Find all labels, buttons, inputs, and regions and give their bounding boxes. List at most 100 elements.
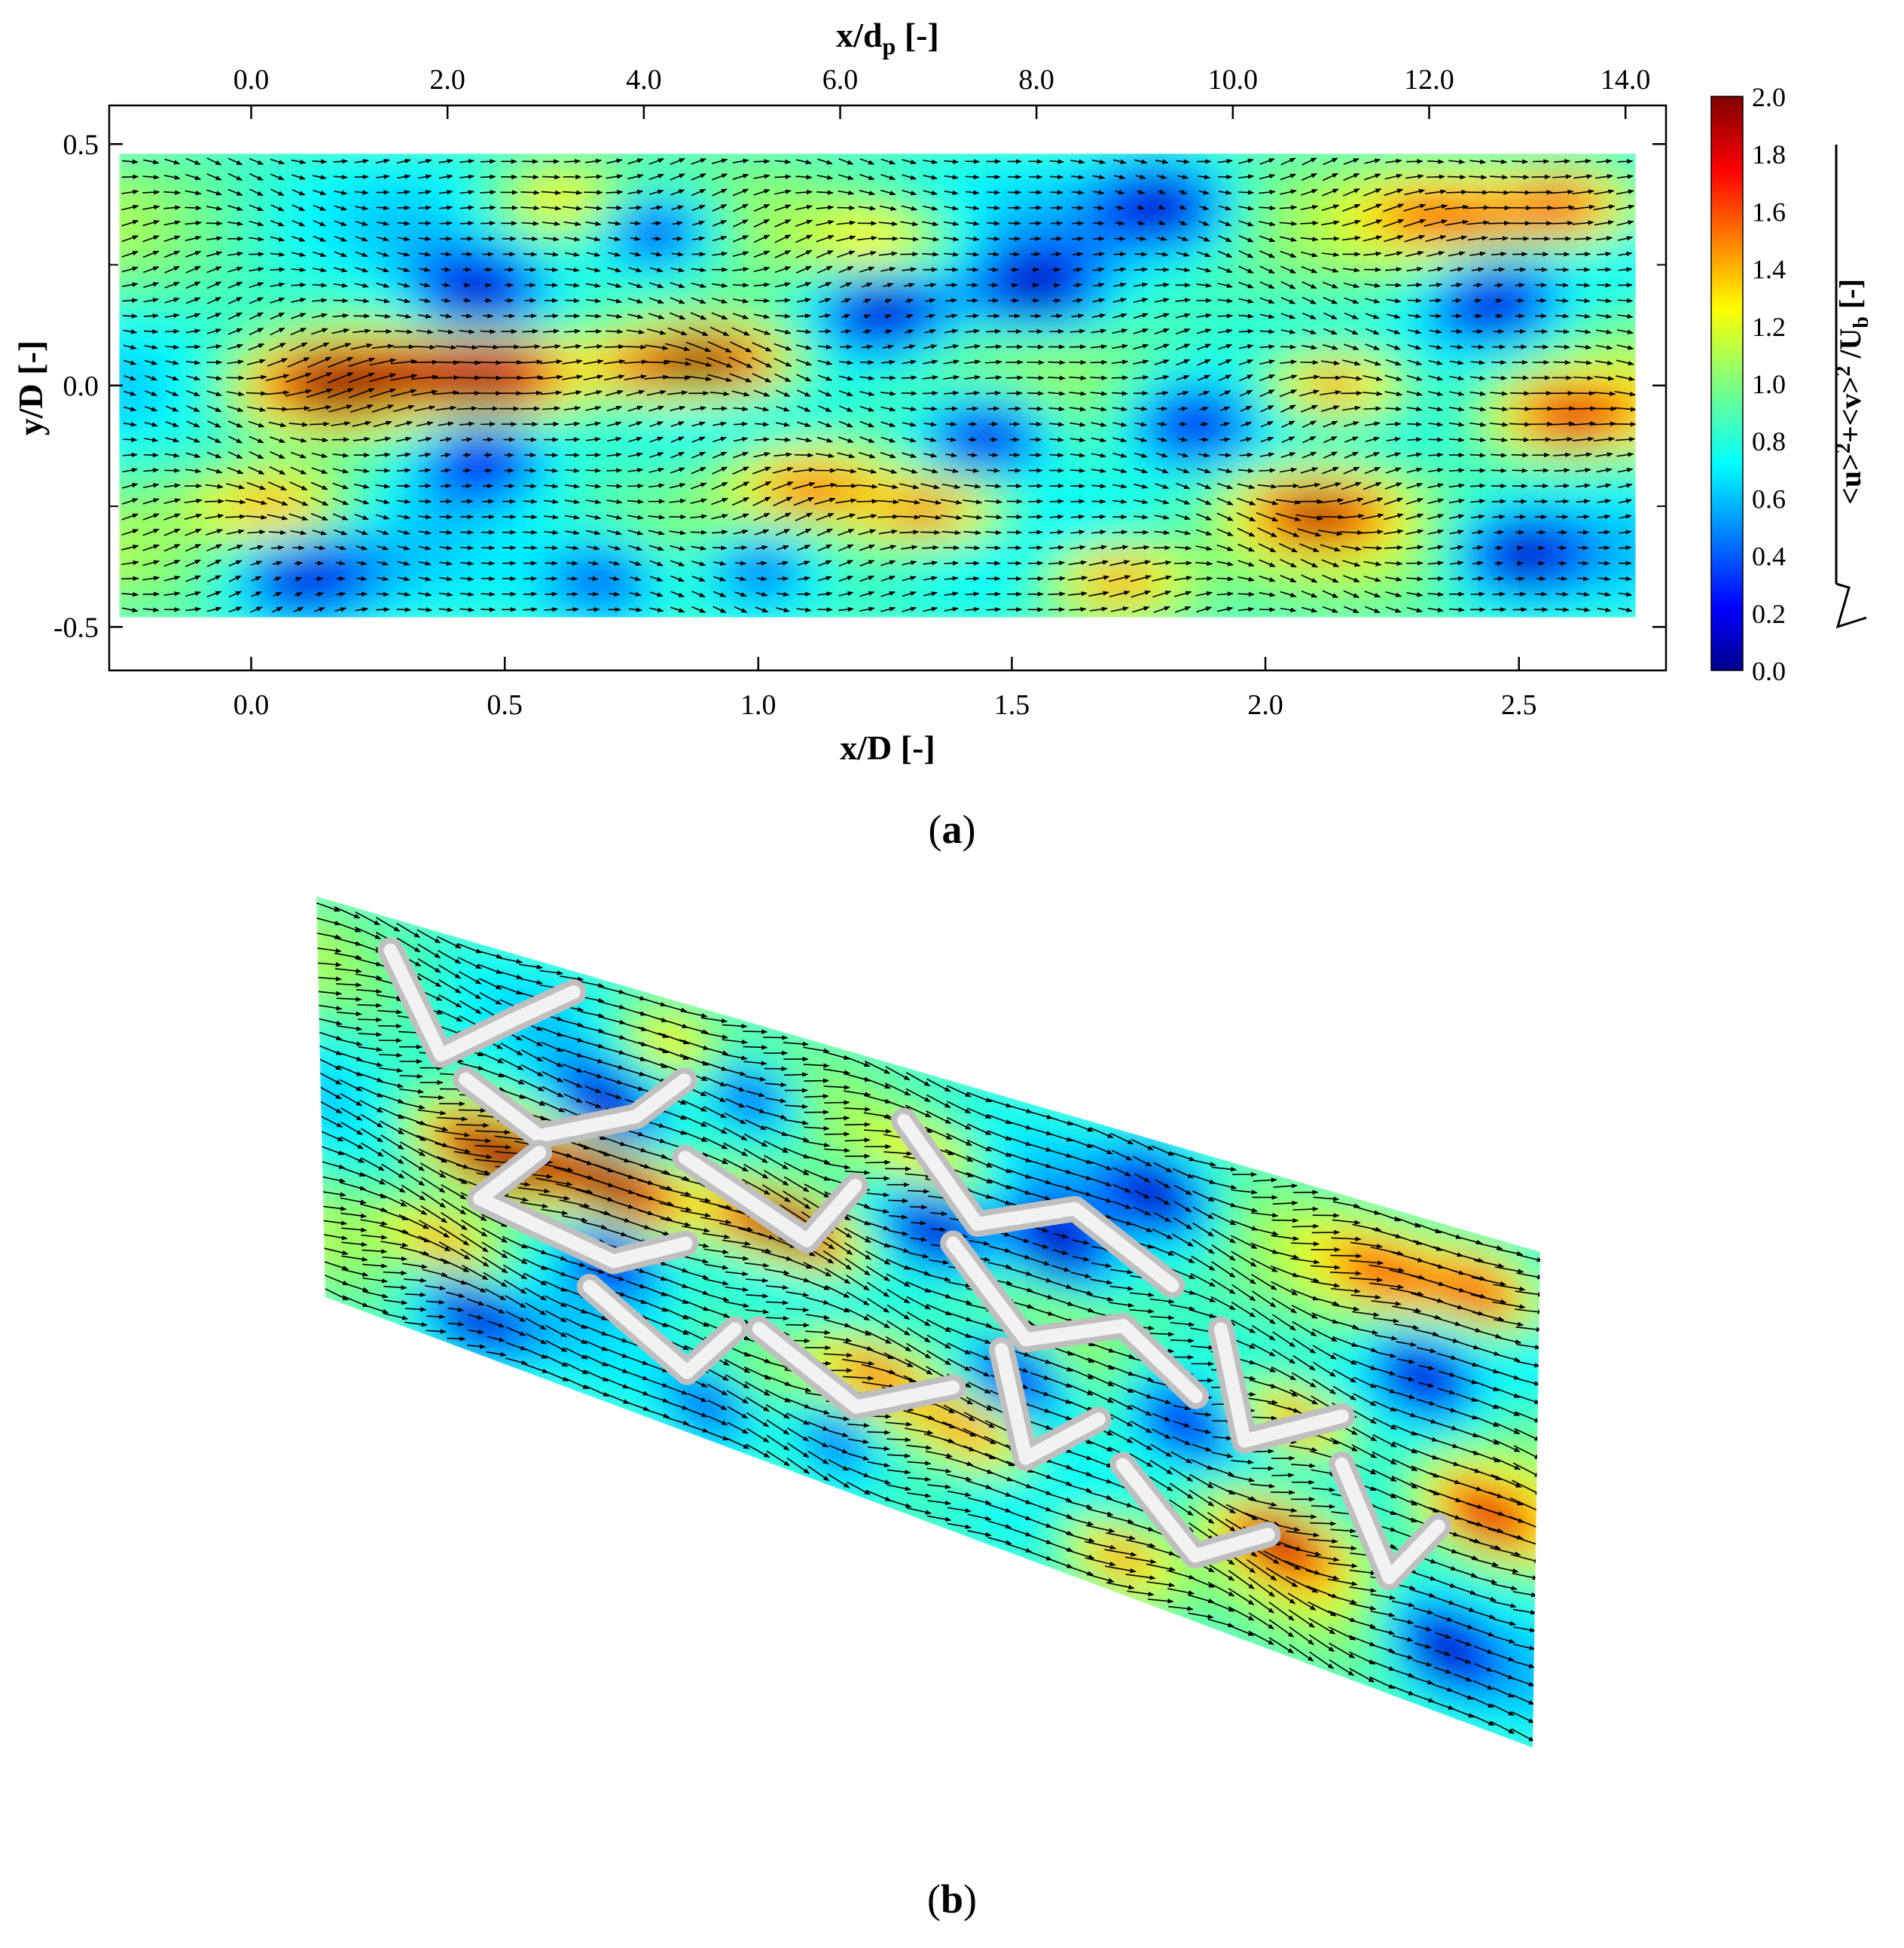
velocity-arrow — [270, 204, 285, 212]
velocity-arrow — [273, 576, 282, 582]
velocity-arrow — [522, 236, 539, 242]
velocity-arrow — [226, 529, 245, 535]
velocity-arrow — [901, 390, 917, 396]
velocity-arrow — [249, 297, 264, 304]
velocity-arrow — [248, 466, 265, 475]
velocity-arrow — [247, 406, 267, 412]
velocity-arrow — [1051, 252, 1062, 257]
velocity-arrow — [246, 498, 267, 505]
velocity-arrow — [142, 544, 160, 551]
velocity-arrow — [378, 1023, 402, 1029]
velocity-arrow — [206, 468, 223, 474]
velocity-arrow — [354, 514, 369, 521]
colorbar: 2.0 1.8 1.6 1.4 1.2 1.0 0.8 0.6 0.4 0.2 0.0 — [1710, 82, 1786, 686]
velocity-arrow — [357, 1017, 383, 1022]
velocity-arrow — [946, 421, 957, 427]
velocity-arrow — [206, 313, 222, 319]
velocity-arrow — [122, 467, 139, 473]
velocity-arrow — [287, 405, 310, 411]
velocity-arrow — [185, 528, 202, 536]
velocity-arrow — [268, 530, 287, 536]
velocity-arrow — [459, 221, 474, 226]
velocity-arrow — [311, 313, 328, 319]
velocity-arrow — [285, 389, 313, 397]
velocity-arrow — [355, 267, 369, 273]
velocity-arrow — [352, 436, 371, 442]
velocity-arrow — [369, 373, 397, 383]
velocity-arrow — [143, 282, 160, 289]
velocity-arrow — [227, 359, 244, 365]
velocity-arrow — [267, 514, 288, 521]
velocity-arrow — [1027, 359, 1045, 365]
velocity-arrow — [331, 421, 351, 426]
velocity-arrow — [250, 560, 263, 566]
velocity-arrow — [227, 451, 243, 460]
velocity-arrow — [205, 484, 224, 489]
velocity-arrow — [185, 591, 202, 597]
velocity-arrow — [628, 205, 642, 211]
velocity-arrow — [313, 204, 327, 211]
velocity-arrow — [226, 391, 245, 396]
velocity-arrow — [484, 453, 493, 458]
velocity-arrow — [165, 389, 179, 397]
panel-a-chart: 0.0 0.5 1.0 1.5 2.0 2.5 0.0 2.0 4.0 6.0 8.0 10.0 12.… — [11, 16, 1873, 767]
velocity-arrow — [987, 205, 1001, 211]
velocity-arrow — [900, 252, 919, 257]
velocity-arrow — [270, 327, 285, 336]
velocity-arrow — [291, 159, 307, 164]
velocity-arrow — [1029, 421, 1042, 427]
velocity-heatmap — [119, 154, 1636, 618]
velocity-arrow — [207, 420, 221, 428]
velocity-arrow — [606, 205, 623, 211]
velocity-arrow — [1321, 236, 1340, 242]
velocity-arrow — [204, 499, 224, 504]
velocity-arrow — [922, 390, 938, 396]
velocity-arrow — [247, 359, 266, 365]
velocity-arrow — [165, 344, 180, 350]
velocity-arrow — [144, 344, 158, 350]
velocity-arrow — [520, 406, 541, 411]
velocity-arrow — [142, 189, 160, 195]
velocity-arrow — [290, 530, 307, 536]
velocity-arrow — [205, 529, 224, 536]
velocity-arrow — [967, 452, 978, 458]
velocity-arrow — [123, 437, 138, 442]
velocity-arrow — [186, 436, 200, 443]
velocity-arrow — [354, 282, 369, 289]
velocity-arrow — [786, 1322, 810, 1328]
x-tick-label-top: 14.0 — [1600, 64, 1651, 96]
velocity-arrow — [163, 544, 181, 552]
velocity-arrow — [164, 298, 180, 304]
velocity-arrow — [312, 298, 328, 303]
velocity-arrow — [273, 591, 282, 597]
colorbar-tick-label: 0.4 — [1752, 542, 1786, 572]
velocity-arrow — [206, 544, 222, 552]
velocity-arrow — [1510, 437, 1530, 443]
velocity-arrow — [1510, 174, 1530, 180]
velocity-arrow — [565, 437, 580, 442]
velocity-arrow — [753, 159, 770, 164]
velocity-arrow — [369, 388, 396, 398]
velocity-arrow — [376, 174, 390, 179]
velocity-arrow — [206, 266, 222, 273]
velocity-arrow — [246, 481, 267, 490]
velocity-arrow — [121, 529, 139, 536]
velocity-arrow — [1451, 298, 1462, 304]
velocity-arrow — [315, 592, 325, 597]
velocity-arrow — [225, 483, 246, 490]
velocity-arrow — [142, 560, 160, 566]
x-tick-label-top: 8.0 — [1018, 64, 1054, 96]
velocity-arrow — [987, 406, 1000, 411]
velocity-arrow — [1511, 453, 1529, 458]
velocity-arrow — [334, 607, 347, 612]
velocity-arrow — [1406, 159, 1423, 164]
velocity-arrow — [355, 174, 369, 180]
velocity-arrow — [440, 252, 452, 257]
velocity-arrow — [775, 437, 792, 442]
velocity-arrow — [1448, 174, 1466, 180]
velocity-arrow — [227, 173, 243, 181]
velocity-arrow — [1363, 406, 1382, 411]
velocity-arrow — [142, 174, 160, 180]
velocity-arrow — [227, 545, 243, 551]
velocity-arrow — [1200, 422, 1209, 427]
